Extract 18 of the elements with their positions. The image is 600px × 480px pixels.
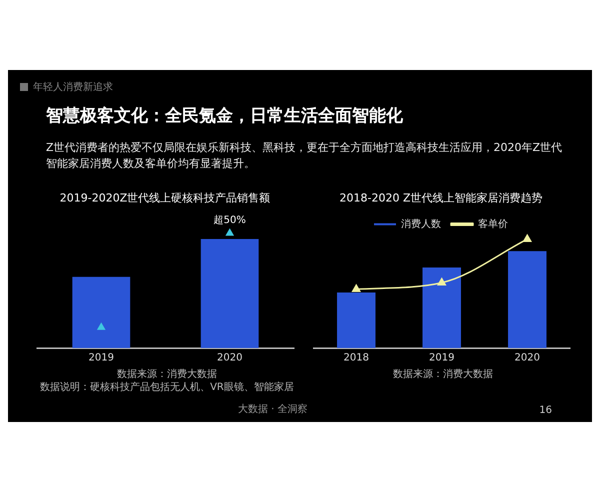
- x-tick-label: 2020: [514, 352, 540, 364]
- x-tick-label: 2019: [88, 352, 114, 364]
- chart-title: 2018-2020 Z世代线上智能家居消费趋势: [340, 191, 542, 204]
- x-tick-label: 2018: [344, 352, 369, 364]
- text: 16: [539, 405, 552, 416]
- text: 大数据 · 全洞察: [238, 402, 308, 416]
- text: 智慧极客文化：全民氪金，日常生活全面智能化: [46, 105, 403, 127]
- legend-label: 消费人数: [401, 218, 441, 230]
- text: 年轻人消费新追求: [33, 80, 113, 94]
- source-note: 数据来源：消费大数据: [116, 368, 218, 381]
- text: Z世代消费者的热爱不仅局限在娱乐新科技、黑科技，更在于全方面地打造高科技生活应用，2020年Z世代智能家居消费人数及客单价均有显著提升。: [46, 140, 564, 172]
- text: 数据说明：硬核科技产品包括无人机、VR眼镜、智能家居: [39, 381, 295, 394]
- annotation: 超50%: [214, 214, 246, 226]
- legend-label: 客单价: [478, 218, 508, 230]
- x-tick-label: 2020: [217, 352, 242, 364]
- source-note: 数据来源：消费大数据: [392, 368, 494, 381]
- x-tick-label: 2019: [429, 352, 454, 364]
- chart-title: 2019-2020Z世代线上硬核科技产品销售额: [60, 191, 270, 204]
